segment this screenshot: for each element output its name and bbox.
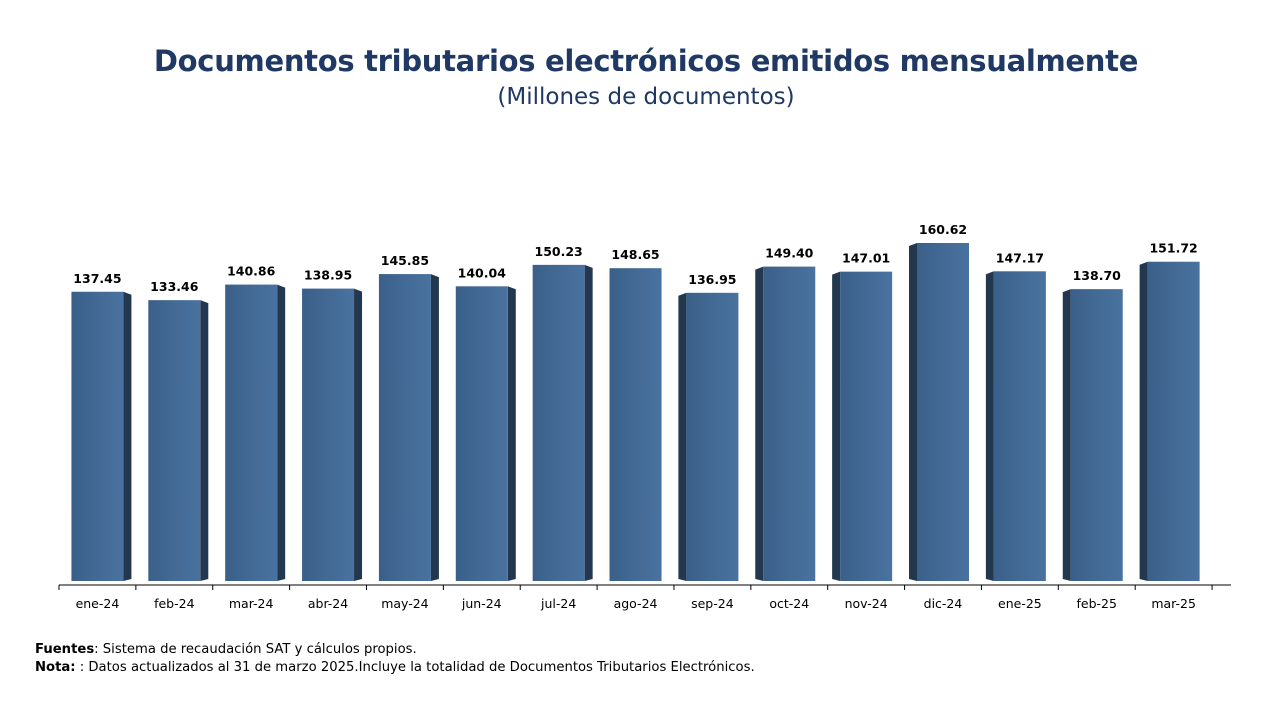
bar-mar-25 <box>1139 261 1200 581</box>
sources-label: Fuentes <box>35 642 95 657</box>
note-line: Nota: : Datos actualizados al 31 de marz… <box>35 659 755 677</box>
x-tick-label-dic-24: dic-24 <box>924 596 963 611</box>
bar-face-mar-25 <box>1147 261 1200 581</box>
bar-face-jun-24 <box>455 286 508 581</box>
bar-side-dic-24 <box>909 243 918 581</box>
x-tick-label-jul-24: jul-24 <box>540 596 576 611</box>
bar-oct-24 <box>755 266 816 581</box>
bar-face-mar-24 <box>225 284 278 581</box>
bar-side-jul-24 <box>584 264 593 581</box>
bar-face-ago-24 <box>609 268 662 581</box>
bar-mar-24 <box>225 284 286 581</box>
data-label-mar-24: 140.86 <box>227 264 276 279</box>
bar-side-oct-24 <box>755 266 764 581</box>
data-label-sep-24: 136.95 <box>688 272 736 287</box>
data-label-feb-24: 133.46 <box>150 279 199 294</box>
x-tick-label-feb-24: feb-24 <box>154 596 194 611</box>
bar-face-feb-24 <box>148 300 201 581</box>
chart-title: Documentos tributarios electrónicos emit… <box>153 44 1139 78</box>
bar-face-dic-24 <box>917 243 970 581</box>
footer-notes: Fuentes: Sistema de recaudación SAT y cá… <box>35 641 755 677</box>
bar-sep-24 <box>678 292 739 581</box>
data-label-ago-24: 148.65 <box>611 247 659 262</box>
x-tick-label-sep-24: sep-24 <box>691 596 734 611</box>
bar-feb-25 <box>1062 289 1123 581</box>
bar-abr-24 <box>302 288 363 581</box>
bar-side-jun-24 <box>507 286 516 581</box>
data-label-jun-24: 140.04 <box>458 265 507 280</box>
x-tick-label-ene-24: ene-24 <box>76 596 120 611</box>
bar-side-ene-24 <box>123 291 132 581</box>
chart-subtitle: (Millones de documentos) <box>497 84 795 110</box>
data-label-mar-25: 151.72 <box>1149 241 1197 256</box>
data-label-ene-24: 137.45 <box>73 271 121 286</box>
bar-side-feb-25 <box>1062 289 1071 581</box>
bar-side-may-24 <box>430 274 439 581</box>
bar-ene-25 <box>985 271 1046 581</box>
bar-side-sep-24 <box>678 292 687 581</box>
note-text: : Datos actualizados al 31 de marzo 2025… <box>75 660 755 675</box>
data-label-dic-24: 160.62 <box>919 222 967 237</box>
bar-face-oct-24 <box>763 266 816 581</box>
bar-ene-24 <box>71 291 132 581</box>
bar-side-ene-25 <box>985 271 994 581</box>
x-tick-label-may-24: may-24 <box>381 596 428 611</box>
bar-side-abr-24 <box>354 288 363 581</box>
data-label-jul-24: 150.23 <box>535 244 583 259</box>
bar-face-ene-25 <box>993 271 1046 581</box>
bar-jul-24 <box>532 264 593 581</box>
bar-face-nov-24 <box>840 271 893 581</box>
data-label-may-24: 145.85 <box>381 253 429 268</box>
x-tick-label-abr-24: abr-24 <box>308 596 348 611</box>
bar-feb-24 <box>148 300 209 581</box>
data-label-nov-24: 147.01 <box>842 251 890 266</box>
bar-face-may-24 <box>378 274 431 581</box>
bar-face-abr-24 <box>302 288 355 581</box>
x-tick-label-feb-25: feb-25 <box>1077 596 1117 611</box>
data-label-oct-24: 149.40 <box>765 246 814 261</box>
bar-face-ene-24 <box>71 291 124 581</box>
bar-jun-24 <box>455 286 516 581</box>
bar-may-24 <box>378 274 439 581</box>
data-label-feb-25: 138.70 <box>1073 268 1122 283</box>
x-tick-label-oct-24: oct-24 <box>769 596 809 611</box>
x-tick-label-ene-25: ene-25 <box>998 596 1042 611</box>
bar-ago-24 <box>609 268 662 581</box>
bar-nov-24 <box>832 271 893 581</box>
x-tick-label-nov-24: nov-24 <box>845 596 888 611</box>
sources-text: : Sistema de recaudación SAT y cálculos … <box>94 642 417 657</box>
sources-line: Fuentes: Sistema de recaudación SAT y cá… <box>35 641 755 659</box>
data-label-abr-24: 138.95 <box>304 268 352 283</box>
note-label: Nota: <box>35 660 76 675</box>
bar-side-nov-24 <box>832 271 841 581</box>
bar-dic-24 <box>909 243 970 581</box>
bar-side-feb-24 <box>200 300 209 581</box>
bar-face-feb-25 <box>1070 289 1123 581</box>
x-tick-label-ago-24: ago-24 <box>614 596 658 611</box>
data-label-ene-25: 147.17 <box>996 250 1044 265</box>
x-tick-label-jun-24: jun-24 <box>461 596 502 611</box>
bar-face-sep-24 <box>686 292 739 581</box>
x-tick-label-mar-24: mar-24 <box>229 596 274 611</box>
x-tick-label-mar-25: mar-25 <box>1151 596 1196 611</box>
bar-side-mar-24 <box>277 284 286 581</box>
bar-side-mar-25 <box>1139 261 1148 581</box>
bar-face-jul-24 <box>532 264 585 581</box>
